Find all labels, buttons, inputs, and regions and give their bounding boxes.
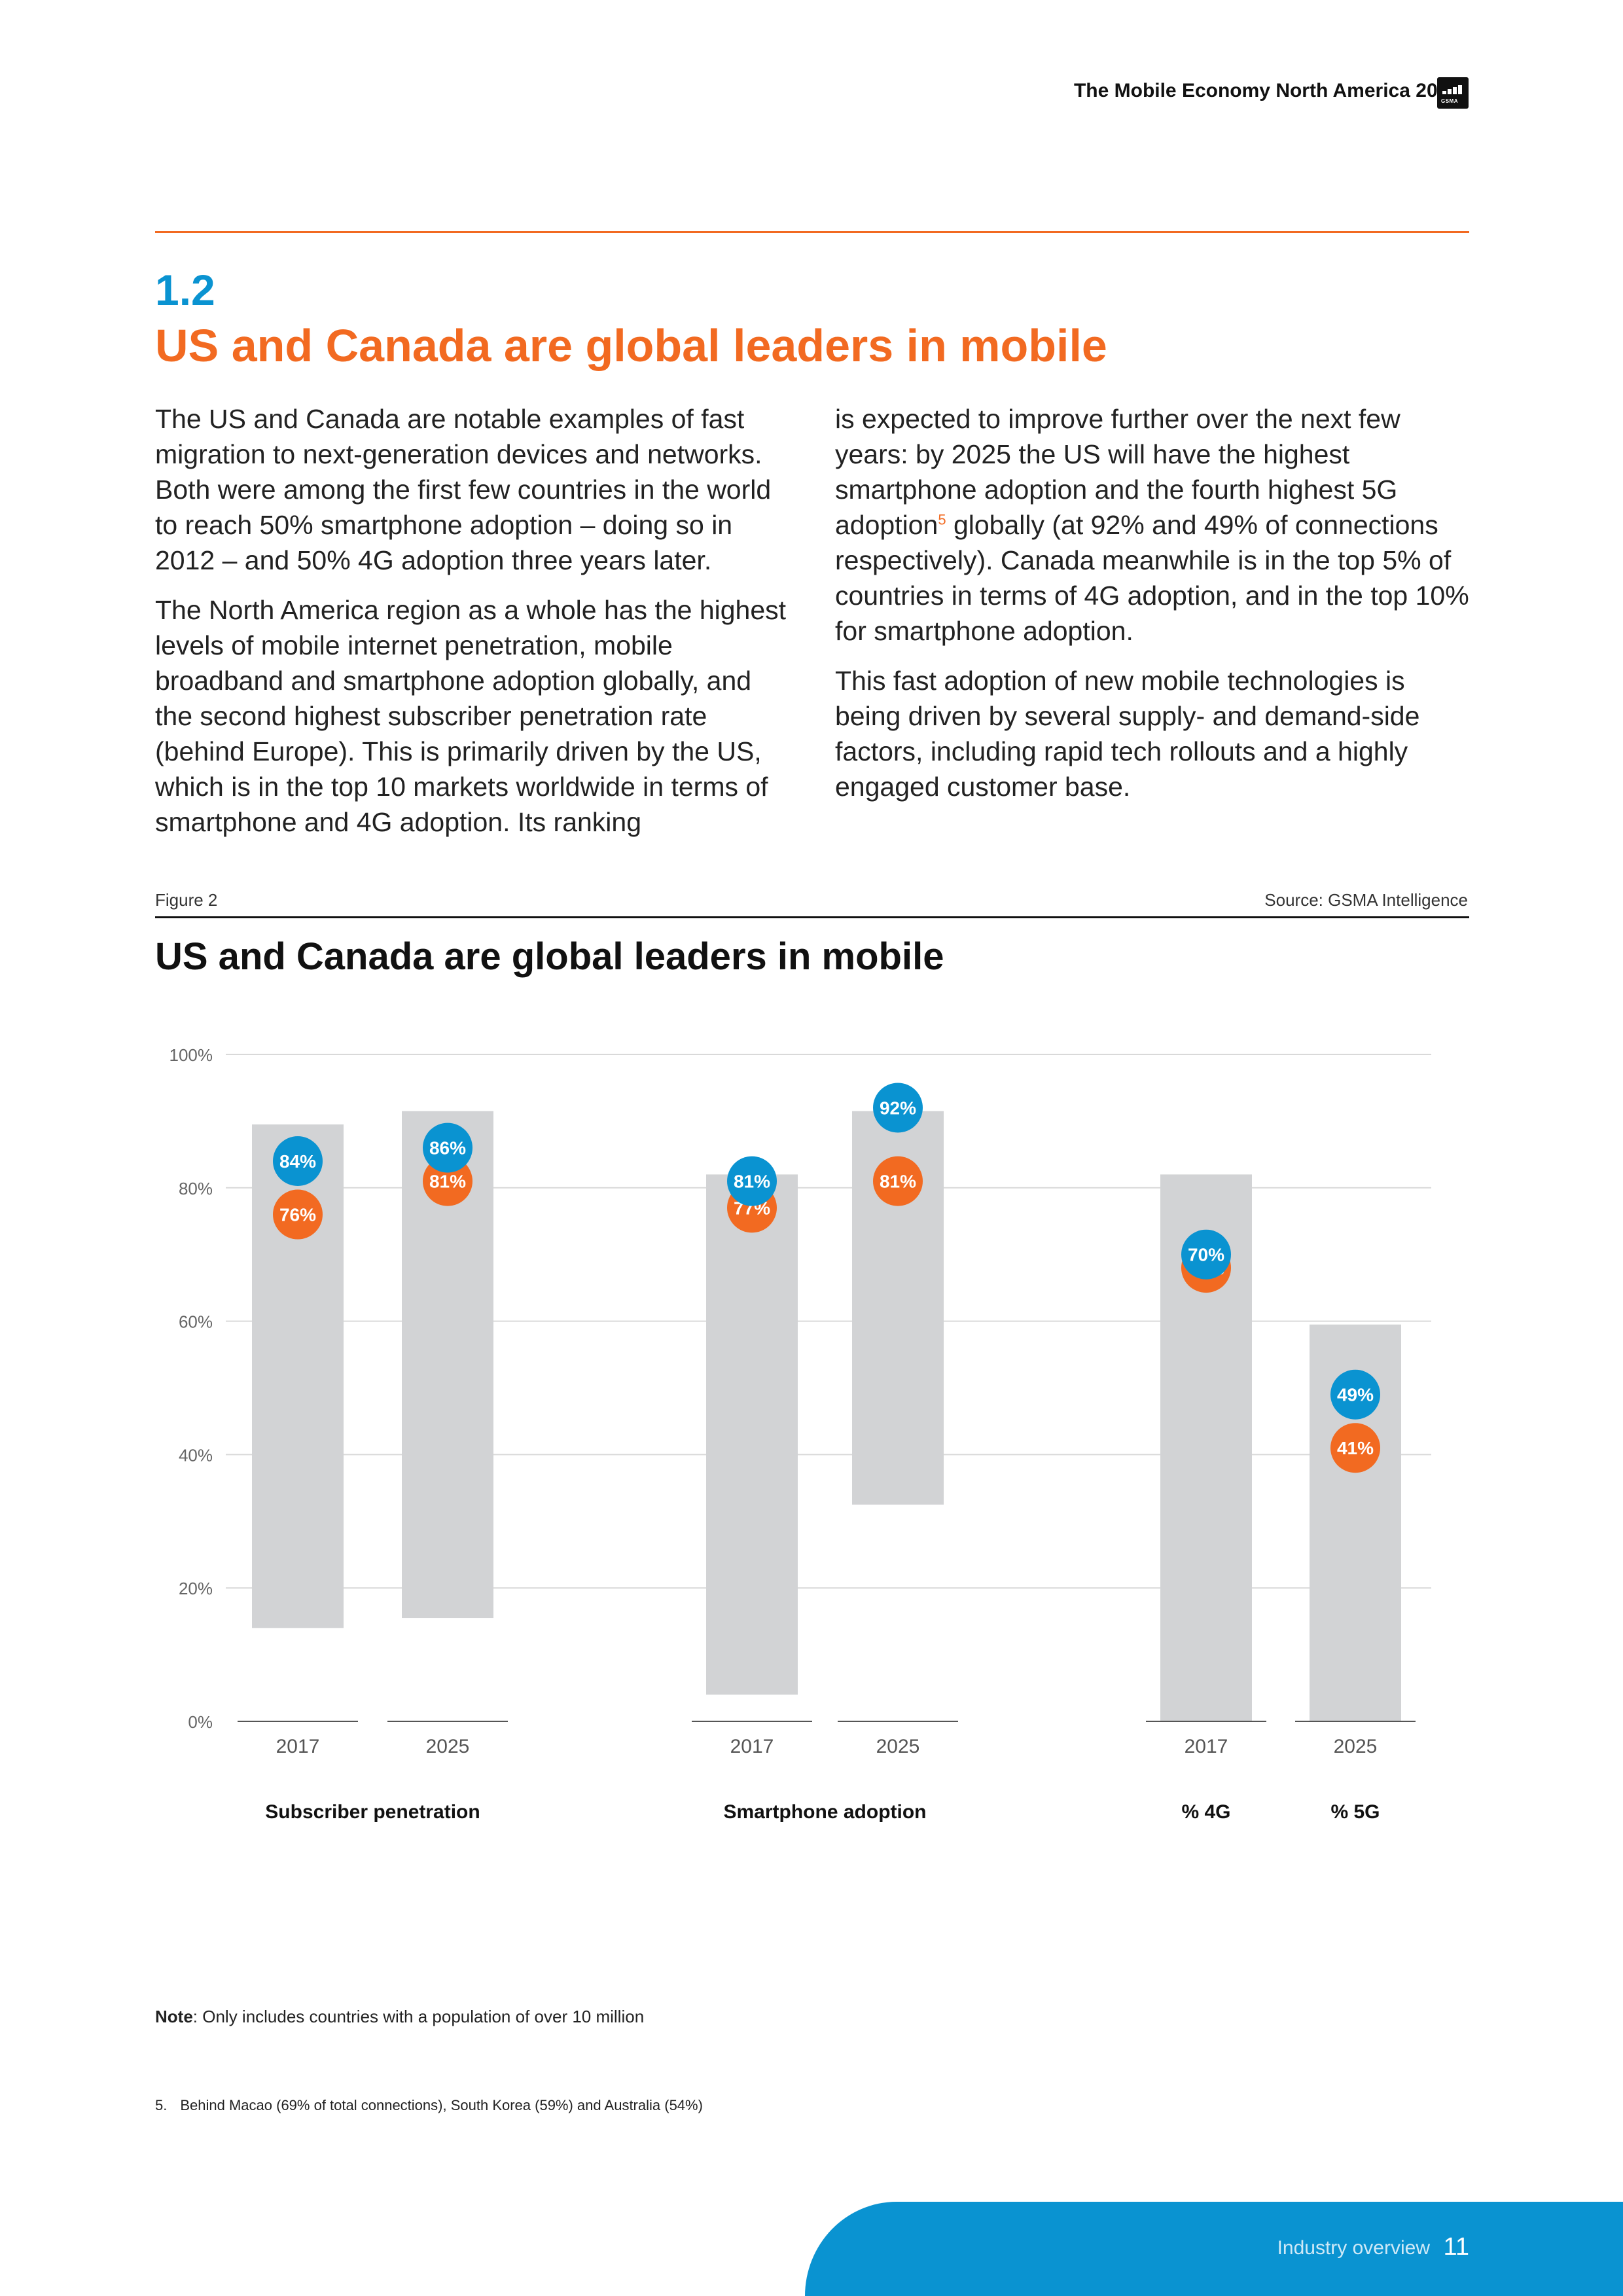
us-value-label: 70% (1188, 1245, 1224, 1265)
figure-label: Figure 2 (155, 890, 218, 910)
footer-band (805, 2202, 1623, 2296)
body-text: globally (at 92% and 49% of connections … (835, 510, 1469, 646)
chart-note: Note: Only includes countries with a pop… (155, 2007, 644, 2027)
us-value-label: 86% (429, 1138, 466, 1158)
body-text: is expected to improve further over the … (835, 404, 1400, 540)
gsma-logo-text: GSMA (1441, 98, 1458, 104)
canada-marker (873, 1156, 923, 1206)
us-marker (873, 1083, 923, 1133)
note-text: : Only includes countries with a populat… (192, 2007, 645, 2026)
canada-value-label: 76% (279, 1205, 316, 1225)
chart-title: US and Canada are global leaders in mobi… (155, 935, 944, 978)
footer-section-name: Industry overview (1277, 2237, 1430, 2259)
section-number: 1.2 (155, 266, 215, 314)
figure-rule (155, 916, 1469, 918)
body-paragraph: This fast adoption of new mobile technol… (835, 666, 1420, 802)
y-tick-label: 60% (179, 1312, 213, 1332)
category-label: % 5G (1330, 1801, 1380, 1823)
footnote-reference[interactable]: 5 (938, 511, 946, 528)
running-header: The Mobile Economy North America 2018 (1073, 80, 1459, 101)
y-tick-label: 0% (188, 1712, 213, 1732)
body-column-left: The US and Canada are notable examples o… (155, 401, 793, 854)
x-year-label: 2017 (730, 1736, 774, 1757)
footnote-text: Behind Macao (69% of total connections),… (180, 2097, 703, 2113)
x-year-label: 2025 (876, 1736, 920, 1757)
us-marker (423, 1122, 473, 1173)
x-year-label: 2017 (1185, 1736, 1228, 1757)
category-label: % 4G (1181, 1801, 1230, 1823)
us-value-label: 49% (1337, 1385, 1374, 1405)
footnote-number: 5. (155, 2097, 168, 2113)
canada-marker (1330, 1423, 1380, 1473)
us-value-label: 92% (880, 1098, 916, 1119)
us-value-label: 84% (279, 1151, 316, 1172)
us-marker (273, 1136, 323, 1187)
y-tick-label: 100% (169, 1045, 213, 1065)
page-number: 11 (1443, 2233, 1469, 2261)
us-marker (1330, 1369, 1380, 1420)
body-column-right: is expected to improve further over the … (835, 401, 1473, 819)
global-range-bar (706, 1174, 798, 1695)
y-tick-label: 20% (179, 1579, 213, 1598)
us-marker (727, 1156, 777, 1206)
y-tick-label: 40% (179, 1445, 213, 1465)
us-value-label: 81% (734, 1172, 770, 1192)
canada-value-label: 41% (1337, 1438, 1374, 1458)
body-paragraph: The US and Canada are notable examples o… (155, 404, 772, 575)
footnote: 5. Behind Macao (69% of total connections… (155, 2097, 703, 2114)
gsma-logo-bars-icon (1442, 85, 1463, 94)
range-chart: 0% 20% 40% 60% 80% 100% 2017 76% 84% 2025 81% 86% Su… (169, 1045, 1431, 1823)
canada-marker (273, 1189, 323, 1240)
x-year-label: 2017 (276, 1736, 320, 1757)
canada-value-label: 81% (429, 1172, 466, 1192)
body-paragraph: The North America region as a whole has … (155, 595, 787, 837)
y-tick-label: 80% (179, 1179, 213, 1198)
x-year-label: 2025 (1334, 1736, 1378, 1757)
canada-value-label: 81% (880, 1172, 916, 1192)
gsma-logo: GSMA (1437, 77, 1469, 109)
x-year-label: 2025 (426, 1736, 470, 1757)
figure-source: Source: GSMA Intelligence (1264, 890, 1468, 910)
body-paragraph: is expected to improve further over the … (835, 401, 1473, 649)
section-title: US and Canada are global leaders in mobi… (155, 320, 1107, 371)
group-label: Subscriber penetration (265, 1801, 480, 1823)
note-label: Note (155, 2007, 193, 2026)
us-marker (1181, 1229, 1231, 1280)
group-label: Smartphone adoption (724, 1801, 927, 1823)
section-rule (155, 231, 1469, 233)
